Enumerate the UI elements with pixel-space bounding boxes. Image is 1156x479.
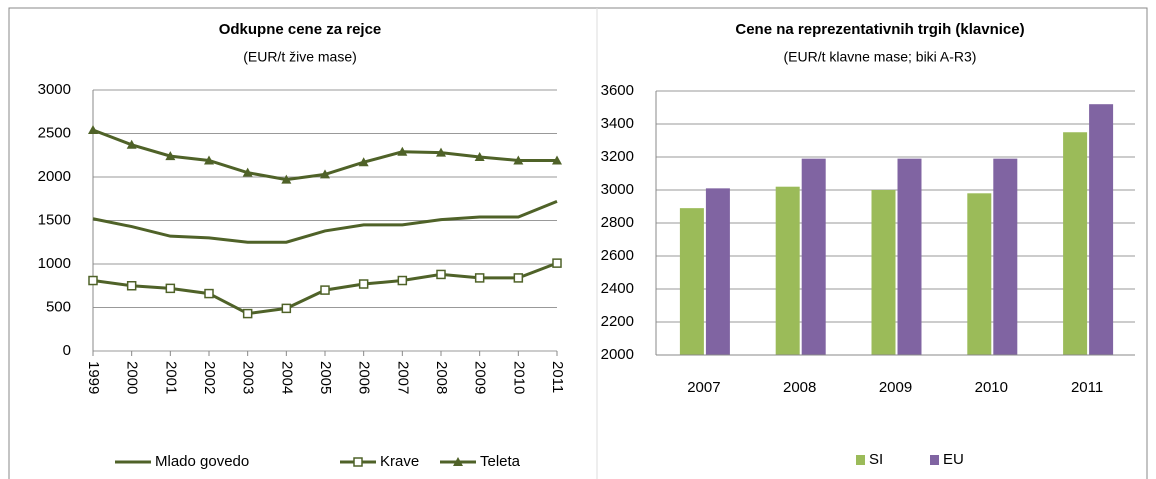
legend-swatch (930, 455, 939, 465)
marker (552, 155, 562, 165)
marker (358, 157, 369, 167)
bar (705, 188, 730, 355)
bar (801, 158, 826, 355)
marker (88, 275, 98, 286)
marker (204, 288, 214, 299)
y-tick-label: 1000 (38, 255, 71, 272)
marker (126, 139, 137, 149)
x-tick-label: 2009 (472, 361, 489, 394)
marker (88, 125, 98, 135)
x-tick-label: 2002 (201, 361, 218, 394)
x-tick-label: 2010 (975, 379, 1008, 396)
legend-marker (353, 457, 363, 467)
bar (897, 158, 922, 355)
x-tick-label: 2011 (549, 361, 566, 393)
marker (165, 151, 176, 161)
marker (242, 167, 253, 177)
marker (242, 308, 253, 319)
marker (281, 303, 292, 314)
x-tick-label: 2006 (356, 361, 373, 394)
x-tick-label: 2004 (278, 361, 295, 394)
legend-label: EU (943, 451, 964, 468)
marker (513, 273, 524, 283)
legend-label: Teleta (480, 453, 521, 470)
bar (775, 186, 800, 355)
chart-subtitle: (EUR/t klavne mase; biki A-R3) (784, 49, 977, 65)
marker (204, 155, 214, 165)
x-tick-label: 1999 (85, 361, 102, 394)
marker (165, 283, 176, 294)
y-tick-label: 2400 (601, 280, 634, 297)
x-tick-label: 2010 (510, 361, 527, 394)
x-tick-label: 2008 (433, 361, 450, 394)
x-tick-label: 2000 (124, 361, 141, 394)
legend-label: SI (869, 451, 883, 468)
marker (513, 155, 524, 165)
line-series (92, 199, 558, 244)
y-tick-label: 500 (46, 298, 71, 315)
x-tick-label: 2011 (1071, 379, 1103, 396)
x-tick-label: 2009 (879, 379, 912, 396)
marker (397, 146, 408, 156)
marker (320, 285, 330, 295)
frame (8, 7, 1148, 479)
marker (474, 151, 485, 161)
x-tick-label: 2005 (317, 361, 334, 394)
bar (871, 190, 896, 355)
x-tick-label: 2007 (687, 379, 720, 396)
chart-title: Cene na reprezentativnih trgih (klavnice… (735, 21, 1024, 38)
legend-label: Krave (380, 453, 419, 470)
marker (474, 273, 485, 283)
x-tick-label: 2007 (394, 361, 411, 394)
y-tick-label: 3200 (601, 148, 634, 165)
marker (397, 275, 408, 286)
y-tick-label: 0 (63, 342, 71, 359)
marker (358, 279, 369, 289)
bar (1089, 104, 1114, 355)
chart-subtitle: (EUR/t žive mase) (243, 49, 357, 65)
bar (1063, 132, 1088, 355)
y-tick-label: 2600 (601, 247, 634, 264)
bar (967, 193, 992, 355)
y-tick-label: 2500 (38, 124, 71, 141)
bar (993, 158, 1018, 355)
x-tick-label: 2008 (783, 379, 816, 396)
y-tick-label: 1500 (38, 211, 71, 228)
y-tick-label: 2200 (601, 313, 634, 330)
marker (436, 269, 446, 280)
y-tick-label: 2000 (601, 346, 634, 363)
marker (436, 147, 446, 157)
x-tick-label: 2003 (240, 361, 257, 394)
legend-label: Mlado govedo (155, 453, 249, 470)
legend-swatch (856, 455, 865, 465)
y-tick-label: 3400 (601, 115, 634, 132)
y-tick-label: 3600 (601, 82, 634, 99)
y-tick-label: 3000 (38, 81, 71, 98)
legend-marker (453, 457, 463, 466)
x-tick-label: 2001 (162, 361, 179, 394)
y-tick-label: 3000 (601, 181, 634, 198)
marker (320, 169, 330, 179)
chart-title: Odkupne cene za rejce (219, 21, 382, 38)
marker (126, 281, 137, 291)
y-tick-label: 2000 (38, 168, 71, 185)
y-tick-label: 2800 (601, 214, 634, 231)
marker (281, 174, 292, 184)
bar (679, 208, 704, 355)
marker (552, 258, 562, 268)
